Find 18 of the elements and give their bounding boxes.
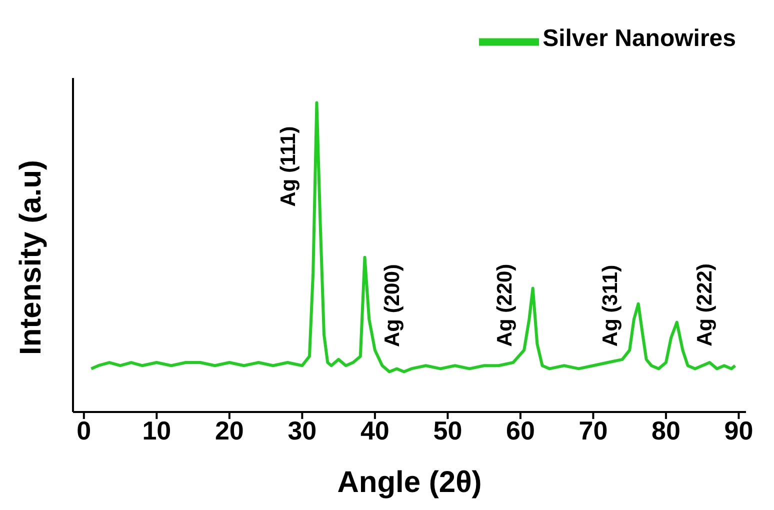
x-tick-label: 20 <box>214 415 244 446</box>
x-tick-label: 70 <box>578 415 608 446</box>
x-tick-label: 80 <box>652 415 680 446</box>
x-tick-label: 90 <box>724 415 754 446</box>
annotation: Ag (111) <box>277 126 300 207</box>
y-axis-title: Intensity (a.u) <box>14 160 48 355</box>
legend-label: Silver Nanowires <box>542 25 736 52</box>
x-tick-label: 30 <box>288 415 317 446</box>
x-tick-label: 50 <box>433 415 462 446</box>
x-tick-label: 0 <box>76 415 92 446</box>
x-tick-label: 40 <box>360 415 390 446</box>
annotation: Ag (311) <box>598 264 622 347</box>
x-axis-title: Angle (2θ) <box>337 466 482 499</box>
annotation: Ag (222) <box>693 264 716 346</box>
x-tick-label: 60 <box>506 415 535 446</box>
annotation: Ag (220) <box>493 264 516 347</box>
annotation: Ag (200) <box>381 264 404 347</box>
x-tick-label: 10 <box>142 415 172 446</box>
